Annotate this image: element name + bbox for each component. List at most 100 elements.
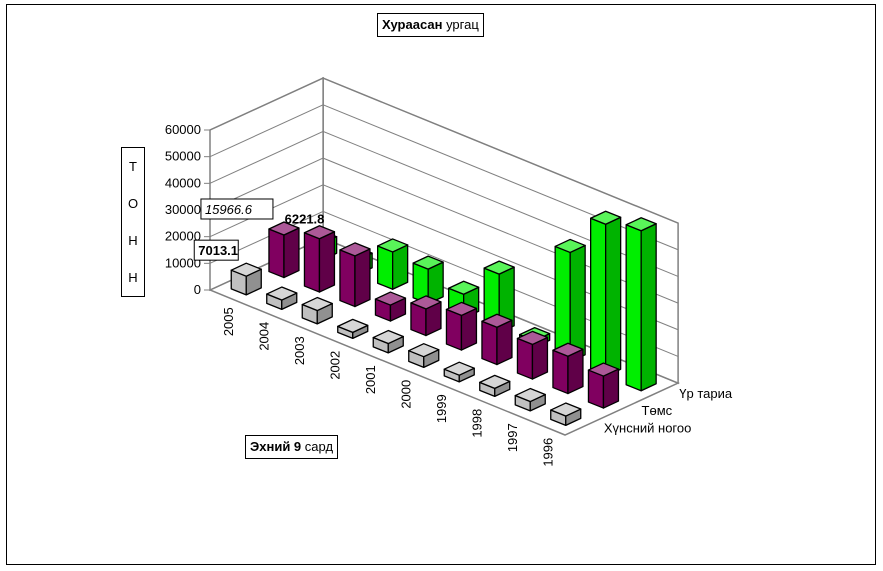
annotation-box: [200, 198, 274, 220]
y-tick-label: 30000: [165, 202, 201, 217]
bar-top-face: [408, 343, 440, 358]
bar-side-face: [640, 223, 657, 392]
x-tick-label: 2005: [221, 307, 236, 336]
bar-top-face: [303, 225, 336, 240]
bar-top-face: [587, 362, 620, 377]
bar: [590, 210, 622, 377]
bar-top-face: [443, 361, 475, 376]
chart-title-bold: Хураасан: [382, 17, 443, 32]
y-tick-label: 60000: [165, 122, 201, 137]
bar: [372, 329, 404, 354]
bar-front-face: [339, 249, 356, 308]
bar-top-face: [337, 318, 369, 334]
bar-top-face: [590, 210, 622, 225]
bar-front-face: [268, 228, 285, 279]
bar-front-face: [445, 308, 463, 351]
bar-side-face: [318, 231, 336, 293]
bar: [625, 217, 657, 392]
y-axis-label-letter: Т: [129, 159, 137, 174]
y-gridline: [209, 130, 679, 277]
bar-top-face: [481, 313, 513, 328]
bar: [301, 296, 333, 325]
bar: [266, 286, 298, 311]
bar: [587, 362, 620, 409]
series-axis-label: Хүнсний ногоо: [604, 420, 692, 435]
chart-subtitle-bold: Эхний 9: [250, 439, 302, 454]
bar: [516, 330, 549, 380]
bar: [374, 291, 407, 322]
series-axis-label: Төмс: [642, 403, 673, 418]
bar: [445, 301, 478, 351]
x-tick-label: 2000: [399, 380, 414, 409]
bar-top-face: [625, 217, 657, 232]
x-axis-ticks: 2005 2004 2003 2002 2001 2000 1999 1998 1997 1996: [221, 307, 556, 466]
chart-title: Хураасан ургац: [377, 13, 484, 37]
y-axis-label-letter: Н: [128, 233, 138, 248]
bar: [339, 242, 371, 308]
bar-front-face: [303, 232, 321, 293]
y-axis-label: Т О Н Н: [121, 147, 145, 297]
data-label-hunsnii-nogoo-2005: 7013.1: [198, 243, 238, 258]
x-tick-label: 2002: [328, 351, 343, 380]
bar: [479, 374, 511, 398]
bar-top-face: [376, 238, 409, 253]
x-tick-label: 2003: [292, 336, 307, 365]
bar-top-face: [374, 291, 407, 306]
bar-front-face: [552, 349, 569, 395]
bar-top-face: [550, 402, 582, 417]
bar: [412, 255, 444, 305]
x-tick-label: 1999: [434, 394, 449, 423]
bar-top-face: [266, 286, 298, 301]
bar: [410, 295, 442, 337]
bar: [550, 402, 582, 427]
x-tick-label: 1997: [505, 423, 520, 452]
data-label-tems-2005: 15966.6: [205, 202, 253, 217]
bar: [268, 221, 300, 279]
bar: [376, 238, 409, 290]
bar-top-face: [447, 280, 480, 295]
y-axis-label-letter: Н: [128, 270, 138, 285]
bar-side-face: [605, 216, 622, 377]
bar-top-face: [412, 255, 444, 270]
bar: [554, 238, 586, 363]
y-tick-label: 20000: [165, 229, 201, 244]
bar-top-face: [268, 221, 300, 236]
bar: [514, 387, 546, 412]
x-tick-label: 2001: [363, 365, 378, 394]
bar: [230, 262, 262, 296]
bar-side-face: [283, 227, 300, 279]
bars: [230, 210, 657, 427]
y-tick-label: 10000: [165, 255, 201, 270]
x-tick-label: 1996: [541, 438, 556, 467]
bar: [552, 342, 584, 395]
y-axis-label-letter: О: [127, 196, 139, 211]
bar-top-face: [410, 295, 442, 310]
bar-front-face: [625, 224, 642, 392]
data-annotations: 7013.1 15966.6 6221.8: [193, 198, 325, 261]
bar-front-face: [376, 245, 394, 290]
series-axis-label: Үр тариа: [679, 386, 733, 401]
y-tick-label: 50000: [165, 149, 201, 164]
bar-top-face: [230, 262, 262, 277]
bar-top-face: [301, 296, 333, 312]
bar-top-face: [339, 242, 371, 257]
bar: [481, 313, 513, 366]
bar-front-face: [516, 337, 534, 380]
bar-top-face: [554, 238, 586, 254]
data-label-ur-taria-2005: 6221.8: [285, 212, 325, 227]
y-gridline: [209, 77, 679, 224]
bar: [443, 361, 475, 383]
bar-top-face: [445, 301, 478, 317]
chart-title-rest: ургац: [446, 17, 479, 32]
annotation-box: [193, 239, 239, 261]
y-tick-label: 0: [194, 282, 201, 297]
chart-subtitle: Эхний 9 сард: [245, 435, 339, 459]
bar-top-face: [483, 260, 515, 275]
bar-top-face: [372, 329, 404, 345]
bar-top-face: [552, 342, 584, 357]
bar-front-face: [590, 217, 607, 377]
bar: [303, 225, 336, 293]
series-axis-labels: Хүнсний ногоо Төмс Үр тариа: [604, 386, 733, 436]
bar-top-face: [514, 387, 546, 403]
